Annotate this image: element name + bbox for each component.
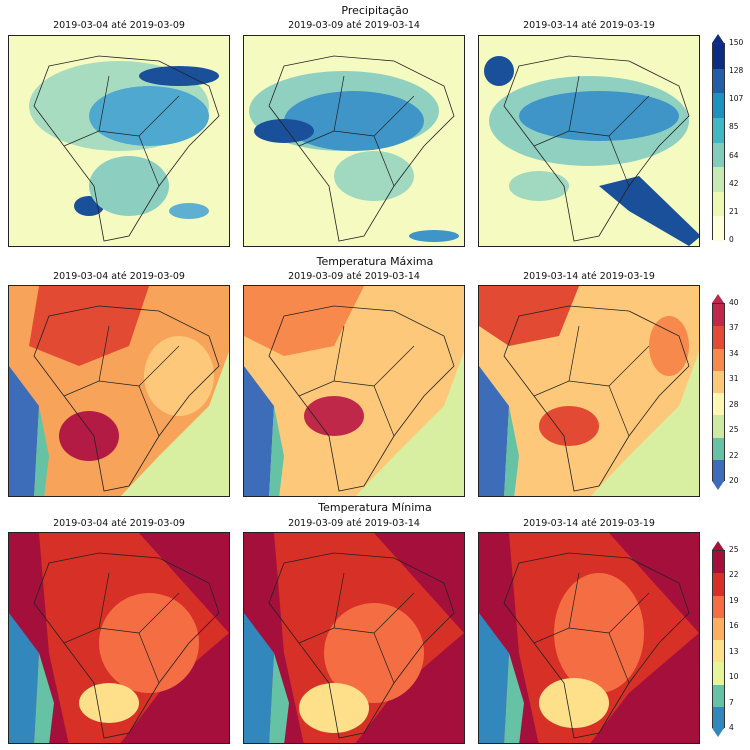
tmax-map-2: [243, 285, 465, 497]
row-title-precipitacao: Precipitação: [341, 4, 409, 17]
colorbar-tick-label: 4: [729, 723, 734, 732]
colorbar-tick-label: 20: [729, 476, 739, 485]
colorbar-tick-label: 21: [729, 206, 739, 216]
colorbar-max-arrow: [712, 294, 724, 303]
colorbar-tick-label: 150: [729, 38, 744, 47]
colorbar-tick-label: 37: [729, 323, 739, 333]
tmax-map-1: [8, 285, 230, 497]
colorbar-tick-label: 0: [729, 235, 734, 244]
colorbar-tick-label: 28: [729, 399, 739, 409]
colorbar-tick-label: 64: [729, 150, 739, 160]
precip-map-3: [478, 35, 700, 247]
precip-colorbar: [712, 43, 725, 241]
tmin-map-2: [243, 532, 465, 744]
colorbar-tick-label: 34: [729, 348, 739, 358]
colorbar-tick-label: 10: [729, 672, 739, 682]
panel-title-3: 2019-03-14 até 2019-03-19: [523, 518, 655, 529]
panel-title-1: 2019-03-04 até 2019-03-09: [53, 20, 185, 31]
row-title-temp-max: Temperatura Máxima: [316, 255, 434, 268]
panel-title-1: 2019-03-04 até 2019-03-09: [53, 271, 185, 282]
colorbar-tick-label: 107: [729, 94, 744, 104]
tmin-map-3: [478, 532, 700, 744]
colorbar-tick-label: 19: [729, 595, 739, 605]
colorbar-max-arrow: [712, 34, 724, 43]
tmin-colorbar: [712, 550, 725, 729]
colorbar-tick-label: 85: [729, 122, 739, 132]
panel-title-2: 2019-03-09 até 2019-03-14: [288, 271, 420, 282]
panel-title-3: 2019-03-14 até 2019-03-19: [523, 20, 655, 31]
colorbar-tick-label: 25: [729, 545, 739, 554]
tmax-map-3: [478, 285, 700, 497]
colorbar-tick-label: 13: [729, 646, 739, 656]
colorbar-tick-label: 40: [729, 298, 739, 307]
colorbar-tick-label: 7: [729, 697, 734, 707]
panel-title-1: 2019-03-04 até 2019-03-09: [53, 518, 185, 529]
panel-title-2: 2019-03-09 até 2019-03-14: [288, 20, 420, 31]
precip-map-1: [8, 35, 230, 247]
colorbar-tick-label: 31: [729, 374, 739, 384]
colorbar-min-arrow: [712, 728, 724, 737]
colorbar-min-arrow: [712, 481, 724, 490]
colorbar-tick-label: 128: [729, 66, 744, 76]
tmin-map-1: [8, 532, 230, 744]
colorbar-tick-label: 22: [729, 450, 739, 460]
colorbar-max-arrow: [712, 541, 724, 550]
precip-map-2: [243, 35, 465, 247]
row-title-temp-min: Temperatura Mínima: [318, 501, 432, 514]
panel-title-3: 2019-03-14 até 2019-03-19: [523, 271, 655, 282]
tmax-colorbar: [712, 303, 725, 482]
colorbar-tick-label: 42: [729, 178, 739, 188]
colorbar-tick-label: 16: [729, 621, 739, 631]
panel-title-2: 2019-03-09 até 2019-03-14: [288, 518, 420, 529]
colorbar-tick-label: 25: [729, 425, 739, 435]
colorbar-tick-label: 22: [729, 570, 739, 580]
